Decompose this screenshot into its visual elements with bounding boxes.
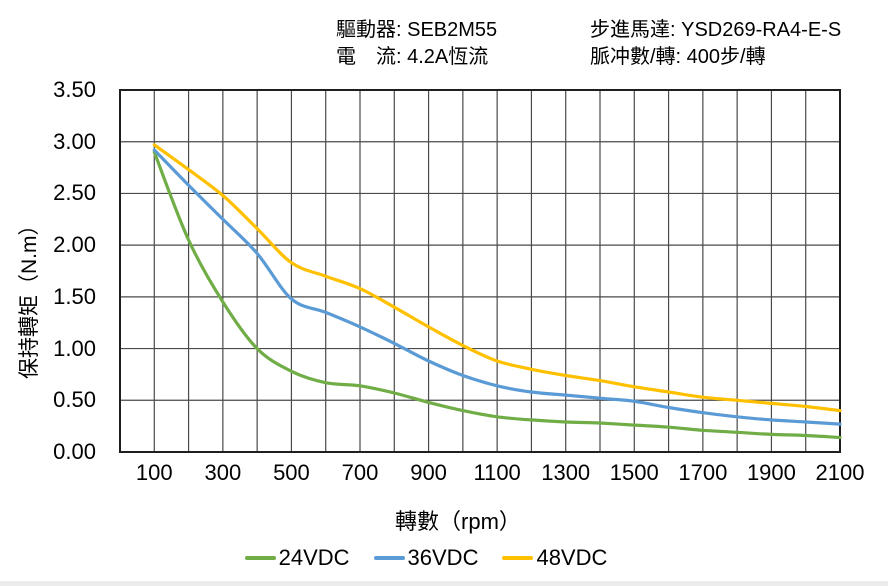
- x-tick-label: 300: [204, 460, 242, 485]
- series-line-24vdc: [152, 150, 842, 440]
- y-tick-label: 0.00: [53, 439, 96, 464]
- current-line: 電 流: 4.2A恆流: [336, 46, 489, 68]
- legend-label: 24VDC: [278, 545, 350, 570]
- x-axis-title: 轉數（rpm）: [395, 509, 521, 534]
- y-tick-label: 3.50: [53, 77, 96, 102]
- y-tick-label: 1.50: [53, 283, 96, 309]
- bottom-edge-strip: [0, 581, 888, 586]
- series-line-48vdc: [152, 143, 842, 413]
- legend-swatch-24vdc: [244, 556, 276, 560]
- y-tick-label: 1.00: [53, 335, 96, 361]
- x-tick-label: 1700: [678, 460, 728, 485]
- x-tick-label: 700: [341, 460, 379, 485]
- legend-item-48vdc: 48VDC: [502, 545, 607, 571]
- x-tick-label: 1500: [609, 460, 659, 485]
- y-tick-label: 2.00: [53, 232, 96, 258]
- legend-item-24vdc: 24VDC: [244, 545, 350, 571]
- plot-border: [119, 89, 841, 453]
- x-tick-label: 500: [273, 460, 310, 485]
- series-line-36vdc: [152, 148, 842, 426]
- pulses-per-rev-line: 脈冲數/轉: 400步/轉: [590, 46, 766, 68]
- gridlines: [120, 90, 840, 452]
- x-tick-label: 1300: [541, 460, 591, 485]
- legend-item-36vdc: 36VDC: [373, 545, 479, 571]
- driver-model-line: 驅動器: SEB2M55: [336, 19, 498, 41]
- x-tick-label: 1100: [473, 460, 521, 485]
- legend: 24VDC 36VDC 48VDC: [0, 545, 888, 571]
- x-tick-label: 100: [135, 460, 173, 485]
- x-tick-label: 900: [410, 460, 447, 485]
- legend-swatch-36vdc: [373, 556, 405, 560]
- x-tick-label: 2100: [815, 460, 865, 485]
- motor-model-line: 步進馬達: YSD269-RA4-E-S: [590, 19, 842, 41]
- legend-label: 36VDC: [407, 545, 479, 570]
- y-axis-title: 保持轉矩（N.m）: [18, 214, 41, 380]
- x-tick-label: 1900: [746, 460, 796, 485]
- y-tick-label: 2.50: [53, 180, 96, 206]
- y-tick-label: 0.50: [53, 387, 96, 413]
- y-tick-label: 3.00: [53, 128, 96, 154]
- driver-spec-block: 驅動器: SEB2M55 電 流: 4.2A恆流: [336, 17, 497, 71]
- legend-label: 48VDC: [536, 545, 608, 570]
- legend-swatch-48vdc: [502, 556, 534, 560]
- motor-spec-block: 步進馬達: YSD269-RA4-E-S 脈冲數/轉: 400步/轉: [590, 17, 841, 71]
